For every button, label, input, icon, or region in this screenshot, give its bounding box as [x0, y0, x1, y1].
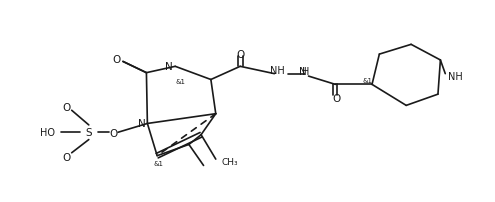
- Text: CH₃: CH₃: [221, 157, 238, 166]
- Text: H: H: [302, 67, 310, 77]
- Text: O: O: [112, 55, 121, 65]
- Text: NH: NH: [270, 66, 285, 76]
- Text: &1: &1: [362, 77, 372, 83]
- Text: O: O: [332, 93, 341, 103]
- Text: O: O: [109, 129, 117, 139]
- Text: N: N: [299, 67, 306, 77]
- Text: O: O: [63, 102, 71, 112]
- Text: O: O: [63, 152, 71, 162]
- Text: HO: HO: [40, 128, 55, 138]
- Text: &1: &1: [175, 79, 185, 85]
- Text: &1: &1: [153, 160, 164, 166]
- Text: NH: NH: [447, 72, 462, 82]
- Text: N: N: [138, 119, 146, 129]
- Text: S: S: [86, 128, 92, 138]
- Text: N: N: [165, 62, 173, 72]
- Text: O: O: [236, 50, 245, 60]
